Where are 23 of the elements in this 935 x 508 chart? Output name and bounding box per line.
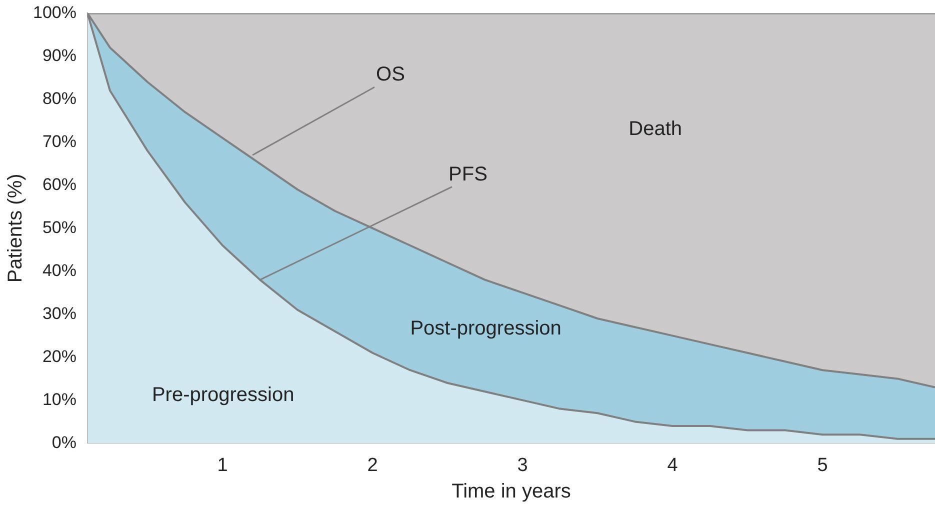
annotation: PFS [448,163,488,186]
y-tick-label: 70% [42,132,76,151]
y-tick-label: 50% [42,218,76,237]
y-tick-label: 30% [42,304,76,323]
x-tick-label: 5 [817,454,828,476]
y-tick-label: 90% [42,46,76,65]
series-label: Pre-progression [152,384,294,406]
x-tick-label: 3 [517,454,528,476]
y-tick-label: 100% [32,2,76,22]
x-tick-label: 4 [667,454,678,476]
series-label: Post-progression [410,318,562,340]
y-tick-label: 60% [42,174,76,194]
x-tick-label: 1 [217,454,228,476]
y-tick-label: 0% [52,432,76,452]
series-label: Death [628,118,682,140]
x-axis-title: Time in years [452,480,571,503]
y-tick-label: 20% [42,346,76,366]
y-tick-label: 80% [42,88,76,108]
annotation: OS [376,64,405,86]
x-tick-label: 2 [367,454,378,476]
y-tick-label: 10% [42,390,76,409]
y-axis-title: Patients (%) [4,174,27,283]
y-tick-label: 40% [42,260,76,280]
